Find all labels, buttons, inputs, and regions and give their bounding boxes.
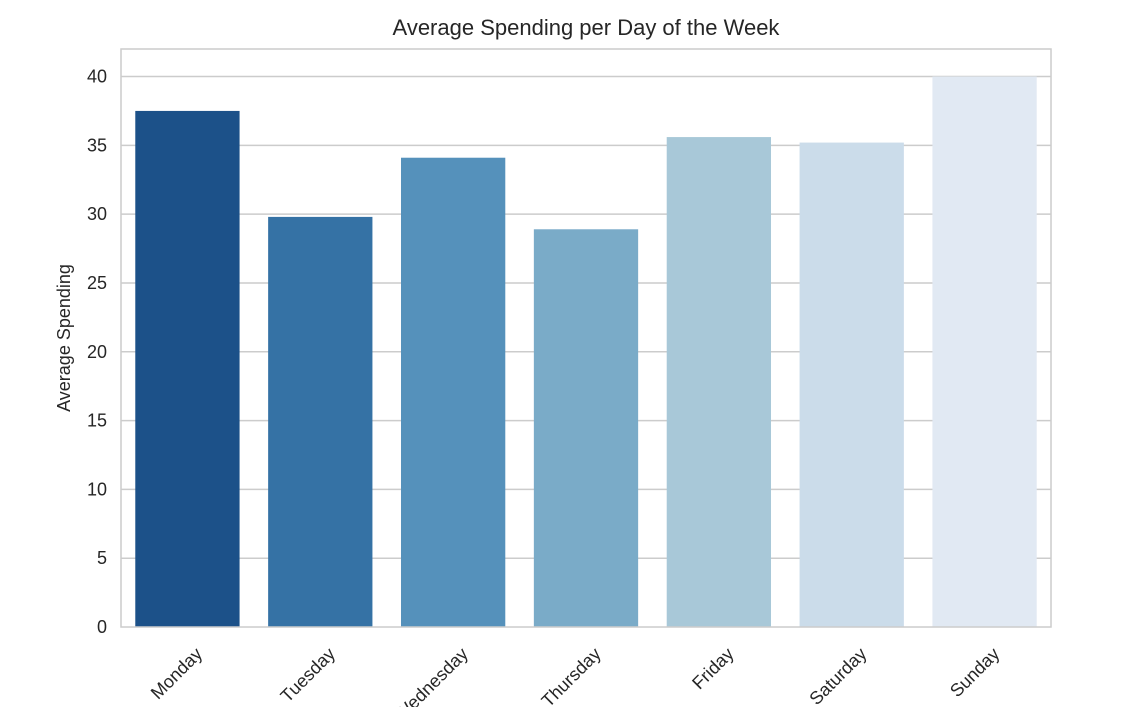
y-tick-label: 40 xyxy=(87,67,107,87)
y-tick-label: 15 xyxy=(87,411,107,431)
y-axis-label: Average Spending xyxy=(54,264,74,412)
x-tick-label-monday: Monday xyxy=(147,644,206,703)
y-tick-label: 25 xyxy=(87,273,107,293)
bar-monday xyxy=(135,110,240,627)
plot-frame xyxy=(120,48,1052,628)
bar-sunday xyxy=(932,76,1037,628)
y-tick-label: 30 xyxy=(87,204,107,224)
x-tick-label-saturday: Saturday xyxy=(805,644,870,707)
y-tick-label: 0 xyxy=(97,617,107,637)
x-tick-label-thursday: Thursday xyxy=(538,644,605,707)
y-tick-labels: 0 5 10 15 20 25 30 35 40 xyxy=(87,67,107,637)
bar-thursday xyxy=(533,229,639,627)
bar-friday xyxy=(666,137,772,628)
bar-saturday xyxy=(799,142,904,628)
bars xyxy=(135,76,1037,628)
bar-tuesday xyxy=(268,216,373,627)
x-tick-label-friday: Friday xyxy=(688,644,738,694)
y-tick-label: 5 xyxy=(97,548,107,568)
x-tick-label-sunday: Sunday xyxy=(946,644,1003,701)
bar-wednesday xyxy=(400,157,506,627)
y-tick-label: 20 xyxy=(87,342,107,362)
x-tick-label-tuesday: Tuesday xyxy=(277,644,339,706)
x-tick-labels: Monday Tuesday Wednesday Thursday Friday Satu… xyxy=(147,644,1004,707)
y-tick-label: 10 xyxy=(87,479,107,499)
chart-title: Average Spending per Day of the Week xyxy=(393,15,781,40)
x-tick-label-wednesday: Wednesday xyxy=(391,644,472,707)
y-tick-label: 35 xyxy=(87,135,107,155)
